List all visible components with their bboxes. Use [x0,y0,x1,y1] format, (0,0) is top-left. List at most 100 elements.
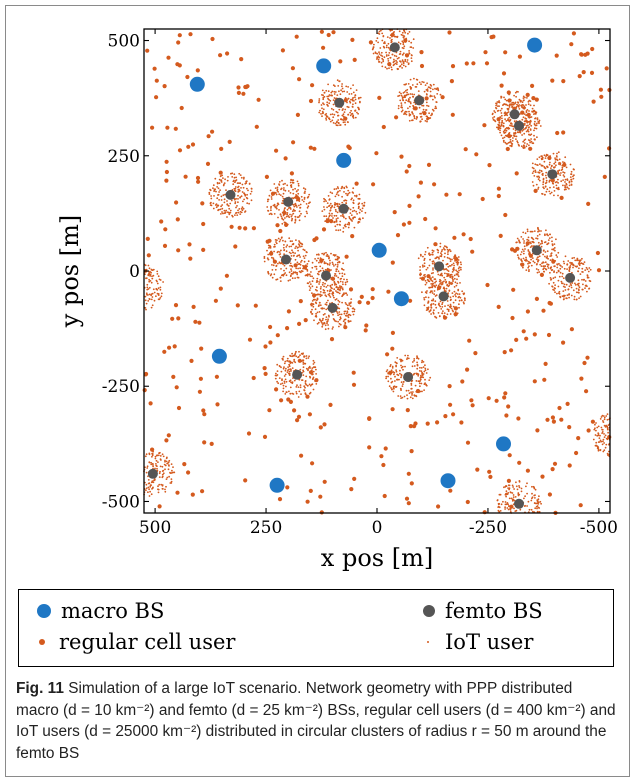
regular-user-point [381,462,386,468]
iot-user-point [337,286,339,289]
iot-user-point [441,283,444,285]
iot-user-point [330,278,333,280]
iot-user-point [378,30,381,33]
iot-user-point [460,268,462,271]
iot-user-point [290,178,292,181]
iot-user-point [530,124,533,127]
iot-user-point [550,279,552,281]
iot-user-point [443,248,446,251]
iot-user-point [336,264,339,266]
iot-user-point [327,320,329,322]
iot-user-point [334,202,336,204]
iot-user-point [316,298,319,301]
iot-user-point [343,216,345,219]
iot-user-point [326,218,328,220]
iot-user-point [427,307,430,310]
iot-user-point [541,262,543,265]
iot-user-point [568,270,571,273]
regular-user-point [174,200,179,205]
iot-user-point [312,359,315,362]
iot-user-point [159,279,162,281]
iot-user-point [233,173,236,176]
iot-user-point [399,60,401,62]
regular-user-point [251,226,256,231]
iot-user-point [157,287,160,290]
iot-user-point [152,486,154,489]
iot-user-point [303,389,305,391]
regular-user-point [186,144,191,149]
iot-user-point [456,273,458,276]
iot-user-point [344,302,347,304]
iot-user-point [568,293,570,295]
iot-user-point [545,179,548,182]
regular-user-point [344,254,349,259]
iot-user-point [567,260,570,262]
iot-user-point [557,279,560,282]
iot-user-point [602,440,604,443]
iot-user-point [441,281,444,283]
iot-user-point [323,91,326,94]
regular-user-point [559,195,564,200]
iot-user-point [378,51,380,54]
iot-user-point [460,299,463,301]
iot-user-point [556,256,559,258]
iot-user-point [284,240,287,243]
regular-user-point [502,350,507,355]
iot-user-point [402,368,404,371]
regular-user-point [179,105,184,111]
iot-user-point [323,95,326,98]
iot-user-point [291,382,294,385]
iot-user-point [147,482,150,485]
iot-user-point [416,361,418,364]
iot-user-point [400,374,403,377]
iot-user-point [387,372,389,374]
iot-user-point [279,213,282,216]
iot-user-point [329,113,332,116]
iot-user-point [531,107,534,110]
iot-user-point [532,260,535,263]
iot-user-point [246,202,249,205]
iot-user-point [295,204,298,207]
iot-user-point [564,289,567,291]
iot-user-point [321,107,323,110]
iot-user-point [352,217,354,220]
iot-user-point [527,114,530,117]
x-axis-label: x pos [m] [321,544,433,572]
iot-user-point [421,390,423,393]
iot-user-point [222,212,224,215]
iot-user-point [326,263,329,266]
iot-user-point [242,177,245,180]
iot-user-point [391,367,394,369]
iot-user-point [607,424,610,426]
iot-user-point [166,476,169,479]
iot-user-point [559,163,562,166]
iot-user-point [548,163,551,166]
iot-user-point [379,47,382,49]
iot-user-point [537,188,539,190]
iot-user-point [531,142,534,145]
iot-user-point [335,121,338,124]
iot-user-point [534,507,537,510]
iot-user-point [548,237,551,240]
iot-user-point [505,495,507,498]
iot-user-point [305,383,308,386]
iot-user-point [334,263,337,266]
regular-user-point [531,96,536,101]
iot-user-point [424,283,427,286]
iot-user-point [307,205,310,208]
iot-user-point [518,98,521,101]
iot-user-point [267,271,270,274]
iot-user-point [303,362,306,365]
iot-user-point [515,481,517,484]
iot-user-point [426,88,429,90]
iot-user-point [378,56,381,59]
iot-user-point [531,230,534,233]
iot-user-point [453,277,456,280]
iot-user-point [291,214,293,216]
legend-item-macro: macro BS [37,599,164,623]
regular-user-point [550,415,556,420]
iot-user-point [557,292,560,294]
iot-user-point [327,324,329,326]
regular-user-point [189,358,194,363]
iot-user-point [281,222,284,225]
